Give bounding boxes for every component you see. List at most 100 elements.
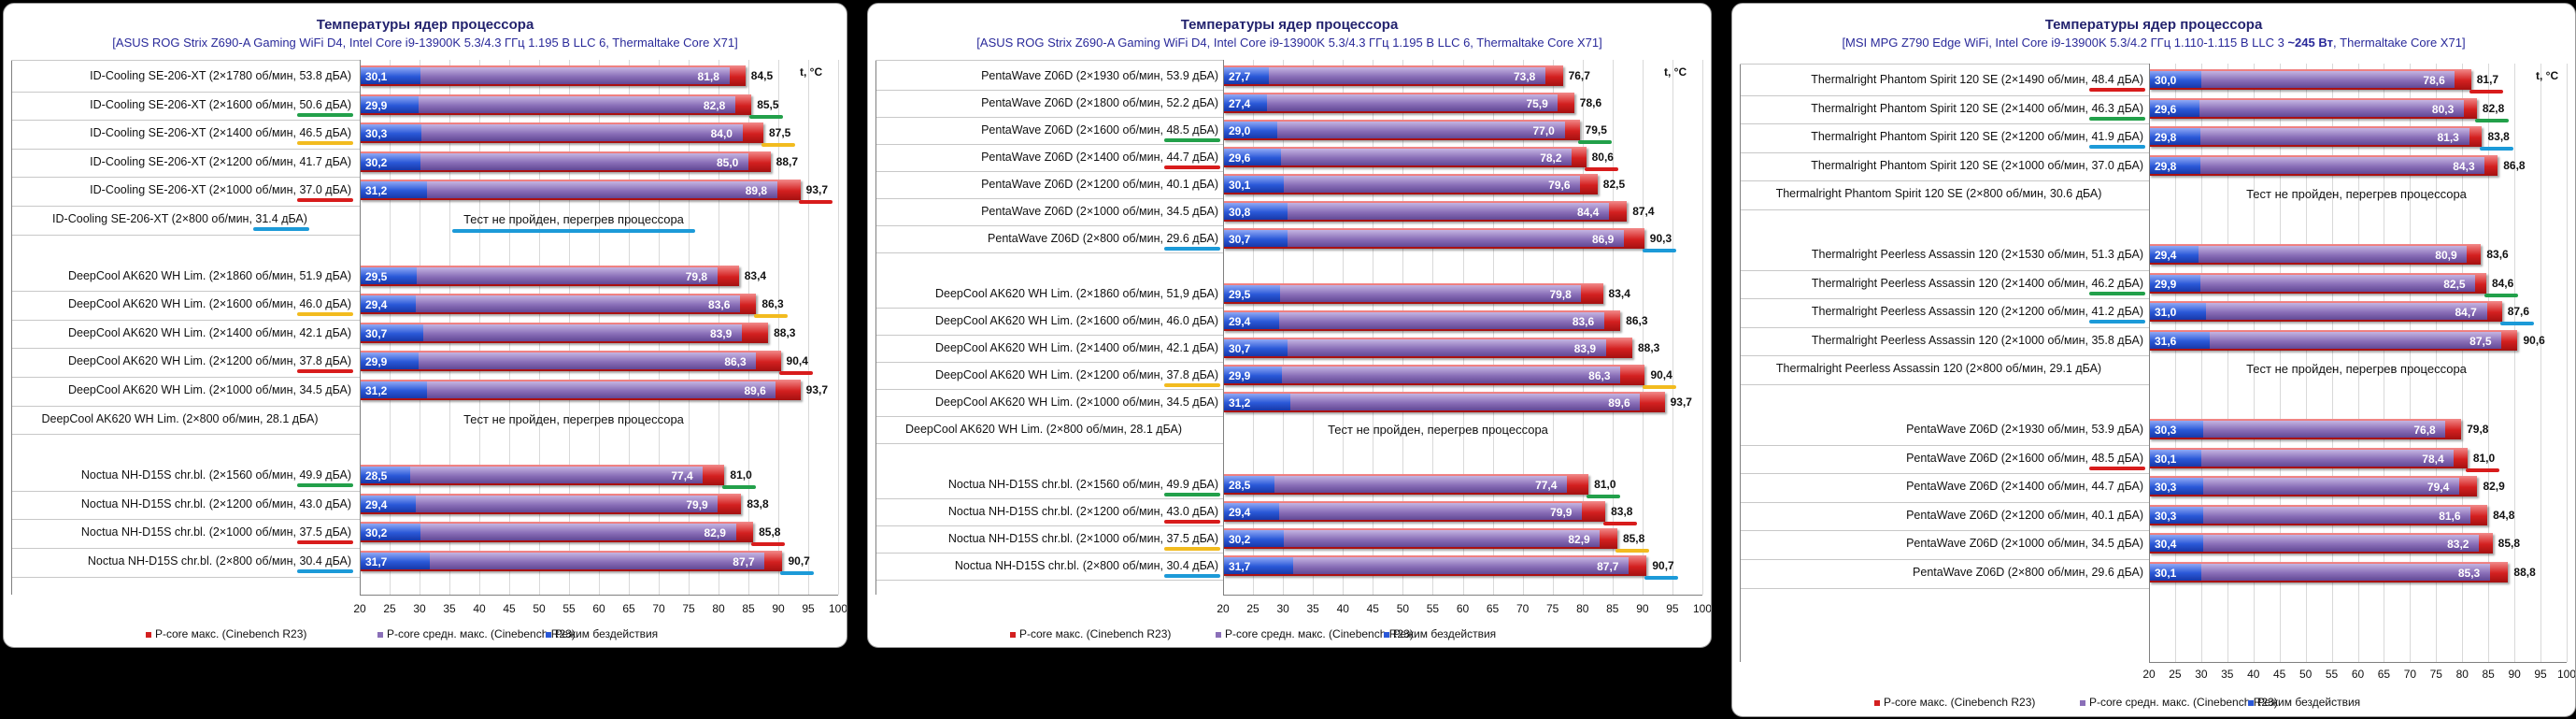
value-max: 90,4 <box>786 354 808 368</box>
noise-underline-red <box>297 369 353 374</box>
value-avg: 83,6 <box>708 298 731 312</box>
value-max: 90,7 <box>788 554 810 568</box>
bar-pcore-avg <box>1223 503 1583 520</box>
bar-idle <box>1223 394 1290 410</box>
value-avg: 77,0 <box>1532 124 1555 137</box>
bar-idle <box>1223 203 1288 220</box>
value-max: 90,6 <box>2523 333 2545 347</box>
noise-level: 46.2 дБА) <box>2089 277 2145 295</box>
row-label: Noctua NH-D15S chr.bl. (2×1560 об/мин, 4… <box>81 468 353 488</box>
row-separator <box>875 171 1223 172</box>
legend-item: Режим бездействия <box>2248 696 2360 709</box>
cooler-name: ID-Cooling SE-206-XT (2×1000 об/мин, <box>90 183 300 197</box>
value-avg: 83,6 <box>1572 315 1595 328</box>
noise-level: 40.1 дБА) <box>2091 508 2143 522</box>
value-idle: 30,7 <box>365 326 388 340</box>
row-separator <box>875 198 1223 199</box>
row-label: ID-Cooling SE-206-XT (2×1200 об/мин, 41.… <box>90 155 351 168</box>
noise-level: 29.1 дБА) <box>2049 362 2102 376</box>
noise-level: 37.5 дБА) <box>1164 532 1220 551</box>
value-idle: 30,2 <box>365 155 388 169</box>
bar-pcore-avg <box>1223 476 1568 493</box>
row-label: Thermalright Phantom Spirit 120 SE (2×12… <box>1811 130 2145 150</box>
max-underline-green <box>749 114 784 119</box>
value-max: 76,7 <box>1568 69 1590 82</box>
value-idle: 30,1 <box>2155 452 2177 466</box>
value-avg: 84,7 <box>2455 306 2477 320</box>
noise-underline-yellow <box>1164 383 1220 387</box>
max-underline-cyan <box>780 571 815 575</box>
x-tick-label: 30 <box>2195 668 2208 681</box>
row-separator <box>11 576 360 578</box>
bar-pcore-avg <box>1223 367 1621 383</box>
gridline <box>2540 64 2542 662</box>
x-tick-label: 70 <box>1516 602 1530 615</box>
row-label: Noctua NH-D15S chr.bl. (2×1560 об/мин, 4… <box>948 478 1220 496</box>
row-separator <box>1740 501 2149 503</box>
cooler-name: Thermalright Peerless Assassin 120 (2×80… <box>1775 362 2050 376</box>
value-avg: 86,3 <box>1588 369 1611 382</box>
x-tick-label: 70 <box>652 602 665 615</box>
row-separator <box>1740 473 2149 475</box>
value-avg: 75,9 <box>1526 97 1548 110</box>
value-max: 80,6 <box>1591 151 1614 164</box>
x-tick-label: 85 <box>1606 602 1619 615</box>
value-max: 83,6 <box>2486 248 2509 261</box>
subtitle-power: ~245 Вт <box>2287 36 2333 50</box>
legend-item: Режим бездействия <box>1384 627 1496 640</box>
value-avg: 79,4 <box>2427 481 2450 495</box>
noise-underline-yellow <box>297 141 353 146</box>
noise-underline-green <box>297 112 353 117</box>
value-avg: 79,8 <box>685 269 708 283</box>
bar-idle <box>2149 564 2202 581</box>
row-label: PentaWave Z06D (2×1600 об/мин, 48.5 дБА) <box>1906 451 2145 470</box>
cooler-name: PentaWave Z06D (2×1600 об/мин, <box>1906 451 2092 465</box>
value-max: 88,8 <box>2513 566 2536 579</box>
noise-level: 48.5 дБА) <box>1164 123 1220 142</box>
noise-level: 28.1 дБА) <box>1130 423 1183 436</box>
row-label: DeepCool AK620 WH Lim. (2×1600 об/мин, 4… <box>68 297 353 317</box>
row-label: Thermalright Peerless Assassin 120 (2×12… <box>1812 305 2145 324</box>
value-max: 83,4 <box>1608 287 1630 300</box>
bar-idle <box>360 324 424 341</box>
left-border <box>11 60 12 595</box>
bar-pcore-avg <box>360 95 735 113</box>
row-label: Noctua NH-D15S chr.bl. (2×800 об/мин, 30… <box>955 559 1220 578</box>
row-separator <box>875 525 1223 526</box>
value-idle: 28,5 <box>365 469 388 483</box>
noise-underline-cyan <box>2089 320 2145 324</box>
value-avg: 78,6 <box>2423 74 2445 87</box>
bar-pcore-avg <box>1223 149 1573 165</box>
x-tick-label: 40 <box>473 602 486 615</box>
noise-underline-red <box>297 540 353 545</box>
value-avg: 83,9 <box>709 326 733 340</box>
noise-underline-red <box>297 198 353 203</box>
value-max: 86,3 <box>1626 314 1648 327</box>
value-max: 81,7 <box>2476 73 2499 86</box>
row-separator <box>1740 384 2149 385</box>
value-avg: 81,8 <box>697 70 719 83</box>
noise-level: 30.4 дБА) <box>297 554 353 573</box>
x-tick-label: 75 <box>682 602 695 615</box>
gridline <box>2357 64 2359 662</box>
legend-label: P-core макс. (Cinebench R23) <box>1019 627 1172 640</box>
legend-swatch <box>146 631 151 638</box>
gridline <box>2200 64 2202 662</box>
value-max: 85,8 <box>759 525 781 539</box>
value-max: 79,5 <box>1585 123 1607 137</box>
bar-idle <box>2149 331 2210 349</box>
value-avg: 82,9 <box>704 526 726 540</box>
row-separator <box>875 580 1223 581</box>
value-avg: 85,0 <box>717 155 739 169</box>
value-idle: 29,8 <box>2155 131 2177 145</box>
x-tick-label: 45 <box>2273 668 2286 681</box>
gridline <box>838 60 839 595</box>
max-underline-cyan <box>2499 322 2534 326</box>
row-label: DeepCool AK620 WH Lim. (2×1200 об/мин, 3… <box>935 368 1220 387</box>
legend-swatch <box>1010 631 1016 638</box>
x-tick-label: 80 <box>1576 602 1589 615</box>
gridline <box>2279 64 2281 662</box>
bar-pcore-avg <box>1223 203 1609 220</box>
cooler-name: Noctua NH-D15S chr.bl. (2×1000 об/мин, <box>80 525 300 539</box>
row-separator <box>11 405 360 407</box>
